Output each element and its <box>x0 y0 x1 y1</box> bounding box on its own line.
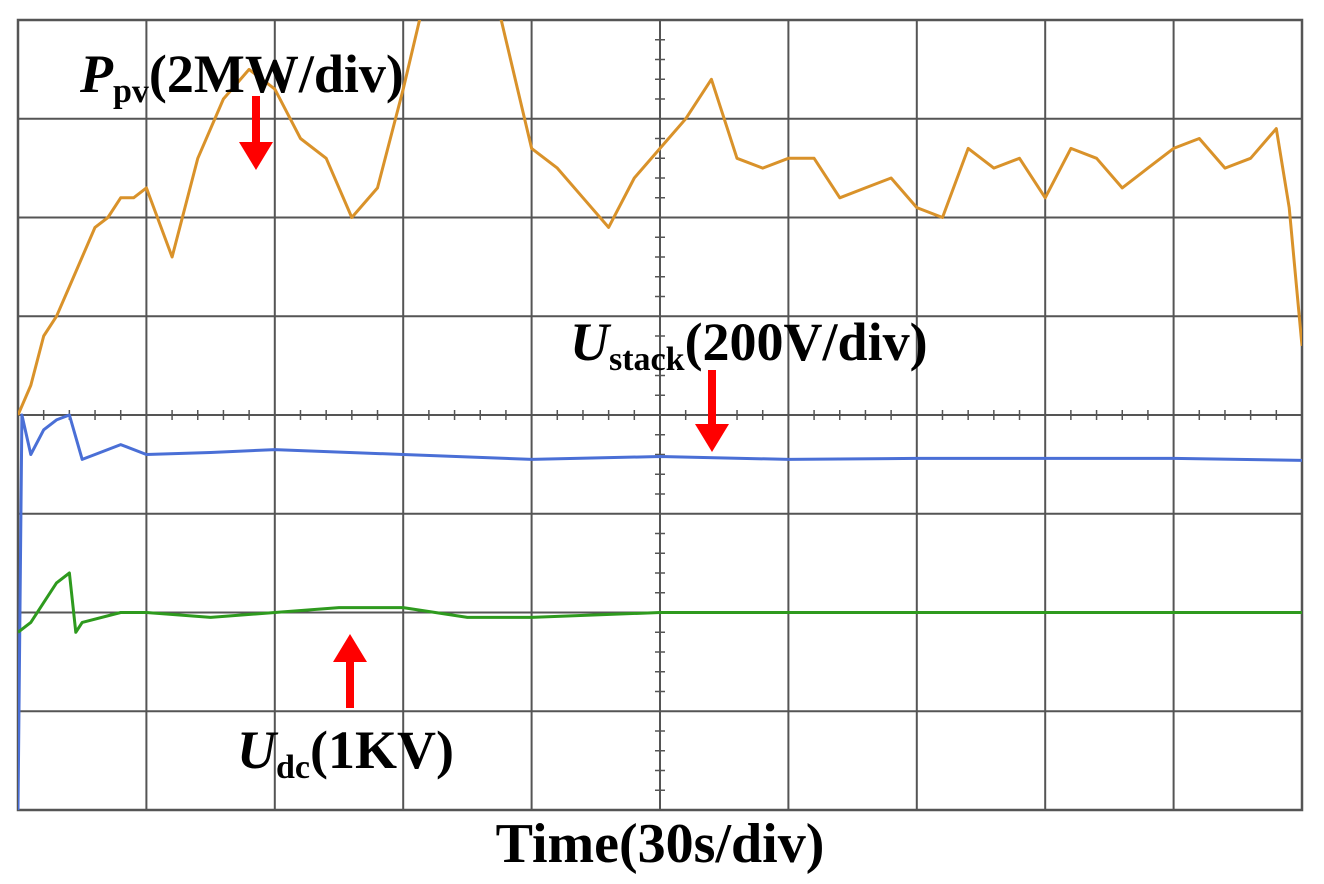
arrow-head-ppv <box>239 142 273 170</box>
traces <box>18 20 1302 810</box>
annotations: Ppv(2MW/div) Ustack(200V/div) Udc(1KV) <box>79 44 928 786</box>
label-ustack: Ustack(200V/div) <box>570 312 928 378</box>
label-ppv: Ppv(2MW/div) <box>79 44 404 110</box>
arrow-head-udc <box>333 634 367 662</box>
x-axis-label: Time(30s/div) <box>496 813 825 875</box>
grid <box>16 18 1304 812</box>
series-line-ustack <box>18 413 1302 810</box>
series-line-ppv <box>18 20 1302 416</box>
arrow-head-ustack <box>695 424 729 452</box>
series-line-udc <box>18 571 1302 634</box>
label-udc: Udc(1KV) <box>237 720 454 786</box>
